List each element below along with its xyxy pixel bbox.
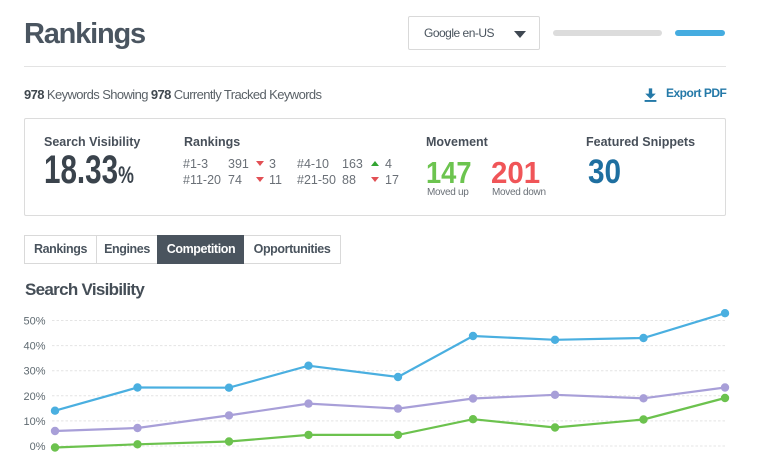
svg-text:30%: 30% bbox=[23, 366, 45, 378]
svg-text:50%: 50% bbox=[23, 316, 45, 328]
svg-text:20%: 20% bbox=[23, 391, 45, 403]
svg-text:40%: 40% bbox=[23, 341, 45, 353]
svg-text:0%: 0% bbox=[30, 441, 46, 453]
svg-text:10%: 10% bbox=[23, 416, 45, 428]
